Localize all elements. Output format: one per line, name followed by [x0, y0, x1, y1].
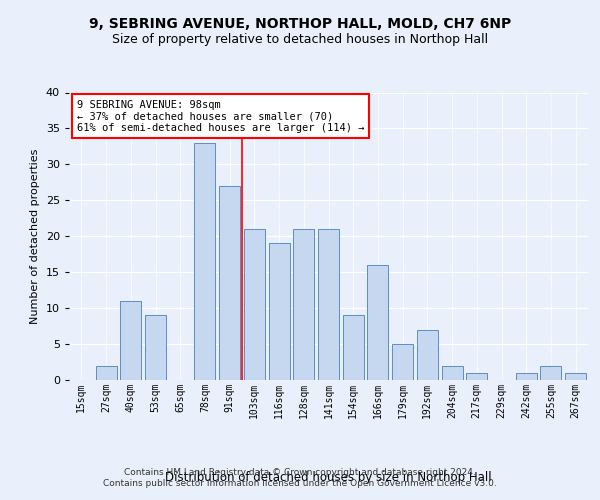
Bar — [565, 373, 586, 380]
Text: 9 SEBRING AVENUE: 98sqm
← 37% of detached houses are smaller (70)
61% of semi-de: 9 SEBRING AVENUE: 98sqm ← 37% of detache… — [77, 100, 364, 133]
Bar — [95, 366, 116, 380]
Bar — [367, 265, 388, 380]
Y-axis label: Number of detached properties: Number of detached properties — [30, 148, 40, 324]
Text: Contains HM Land Registry data © Crown copyright and database right 2024.
Contai: Contains HM Land Registry data © Crown c… — [103, 468, 497, 487]
Bar — [293, 229, 314, 380]
Bar — [244, 229, 265, 380]
Bar — [442, 366, 463, 380]
Bar — [318, 229, 339, 380]
Bar — [145, 316, 166, 380]
Bar — [466, 373, 487, 380]
Text: Size of property relative to detached houses in Northop Hall: Size of property relative to detached ho… — [112, 32, 488, 46]
Bar — [120, 301, 141, 380]
Text: 9, SEBRING AVENUE, NORTHOP HALL, MOLD, CH7 6NP: 9, SEBRING AVENUE, NORTHOP HALL, MOLD, C… — [89, 18, 511, 32]
Bar — [194, 143, 215, 380]
Bar — [541, 366, 562, 380]
Bar — [516, 373, 537, 380]
Bar — [417, 330, 438, 380]
Bar — [343, 316, 364, 380]
Bar — [392, 344, 413, 380]
X-axis label: Distribution of detached houses by size in Northop Hall: Distribution of detached houses by size … — [165, 471, 492, 484]
Bar — [219, 186, 240, 380]
Bar — [269, 244, 290, 380]
